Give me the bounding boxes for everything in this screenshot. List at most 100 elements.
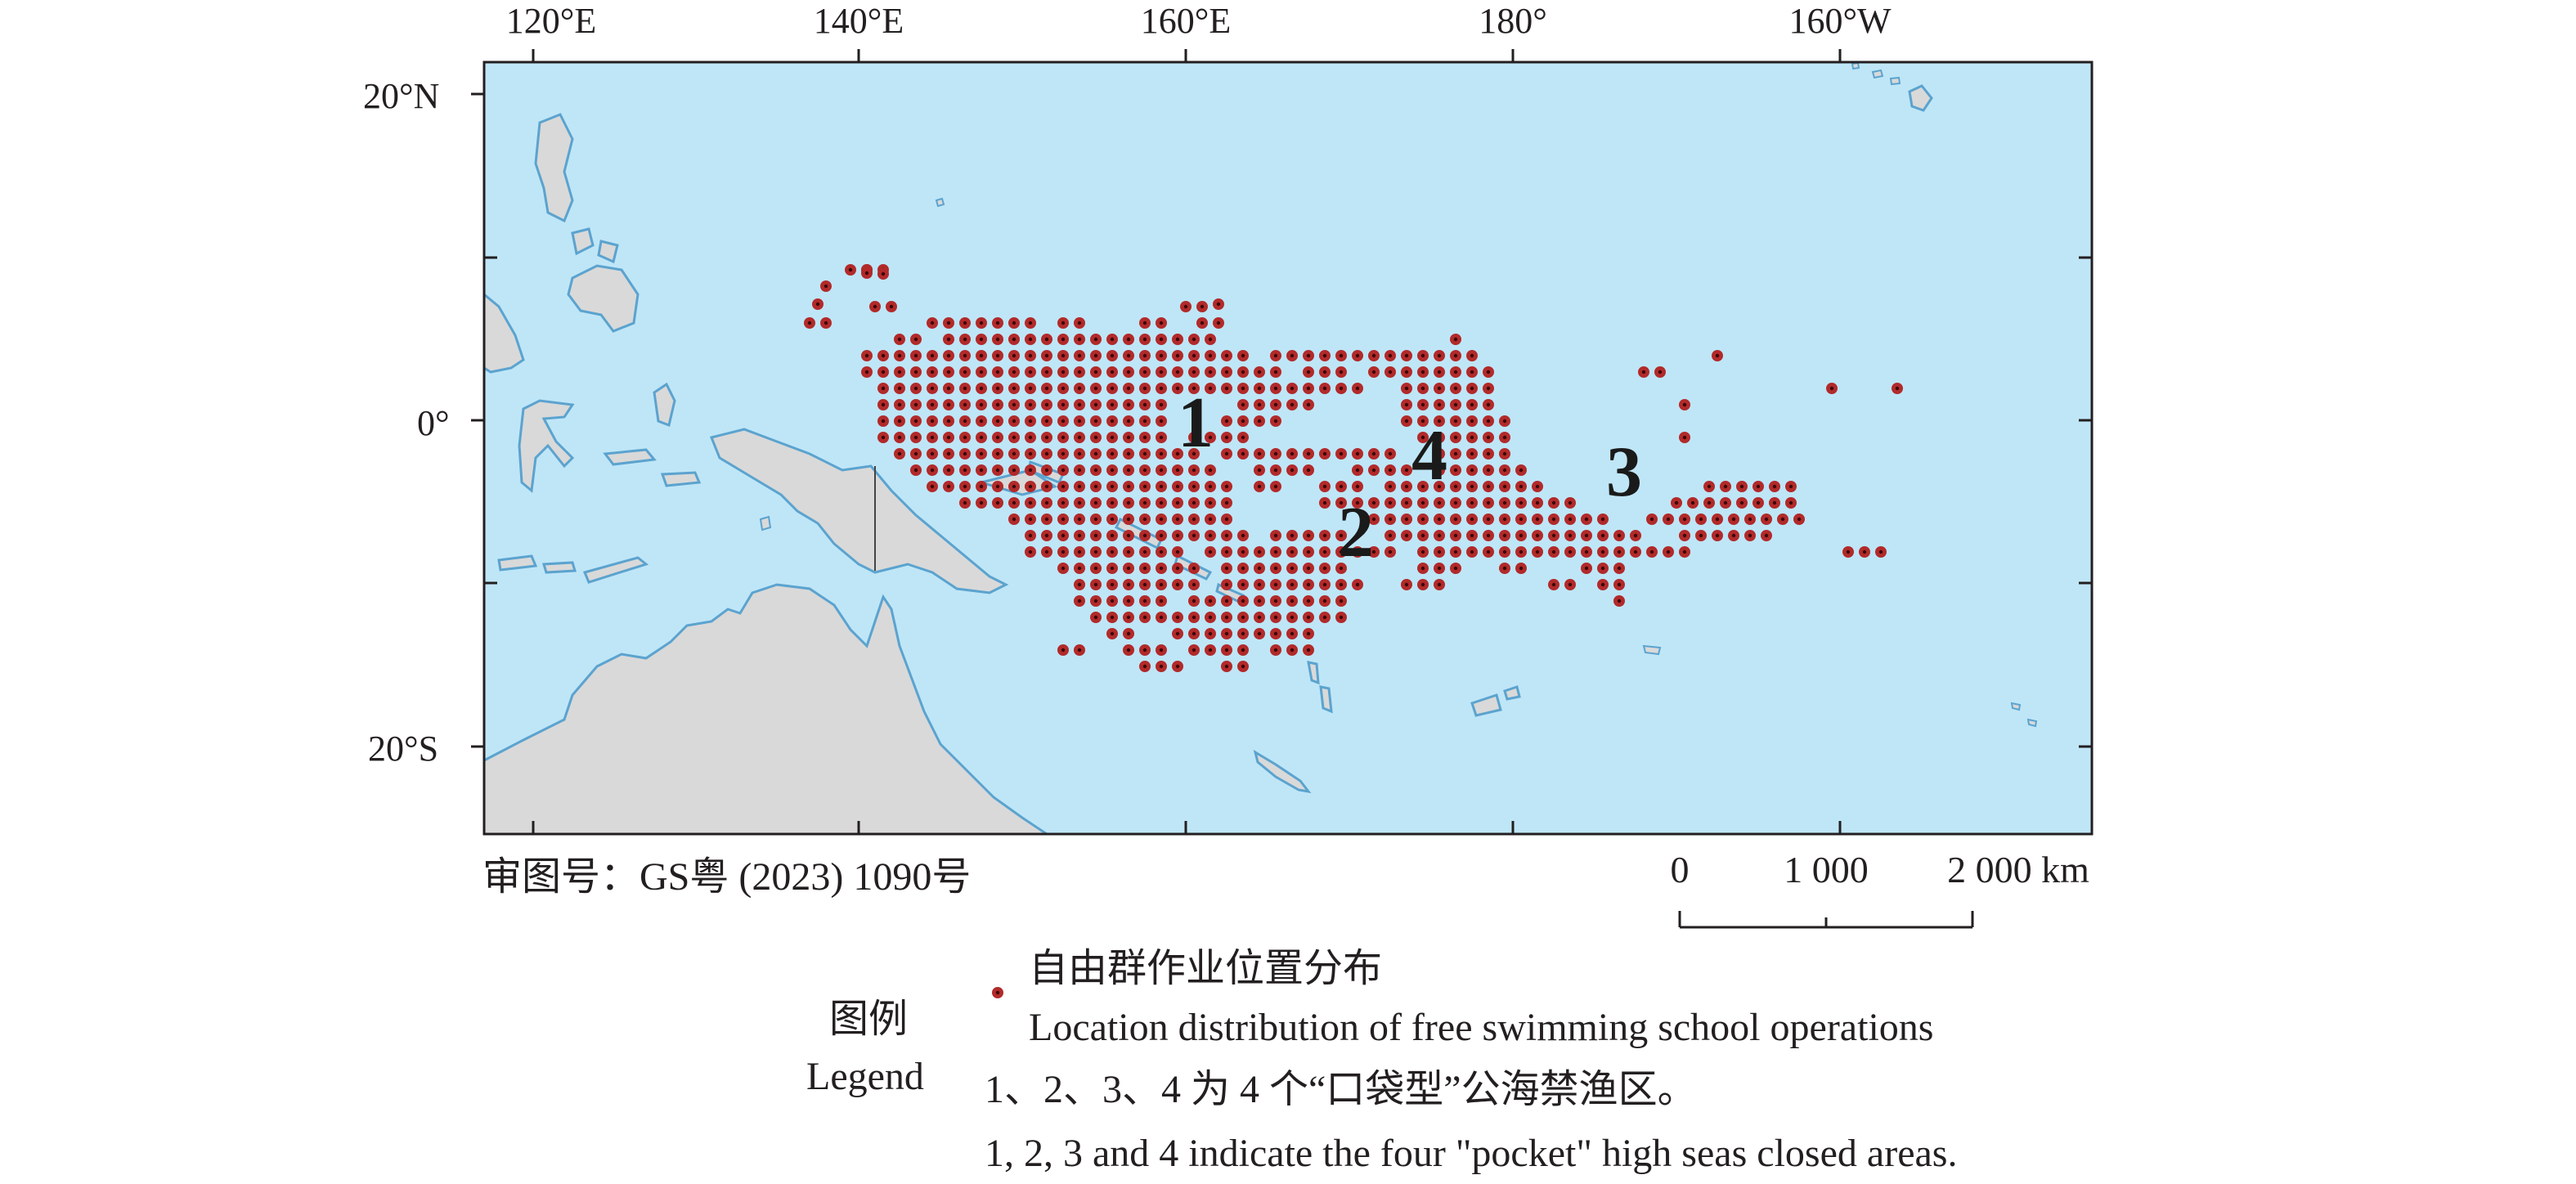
operation-point-center xyxy=(1551,500,1556,505)
operation-point-center xyxy=(1339,549,1344,554)
operation-point-center xyxy=(1241,631,1245,636)
pocket-area-label-1: 1 xyxy=(1178,383,1214,463)
operation-point-center xyxy=(1142,664,1147,669)
operation-point-center xyxy=(1142,468,1147,473)
operation-point-center xyxy=(1404,517,1409,522)
operation-point-center xyxy=(1093,615,1098,620)
operation-point-center xyxy=(1584,566,1589,571)
operation-point-center xyxy=(1208,484,1213,489)
operation-point-center xyxy=(1404,484,1409,489)
operation-point-center xyxy=(1224,549,1229,554)
operation-point-center xyxy=(1028,549,1033,554)
operation-point-center xyxy=(1257,419,1262,424)
operation-point-center xyxy=(1420,549,1425,554)
operation-point-center xyxy=(979,337,984,342)
operation-point-center xyxy=(979,451,984,456)
operation-point-center xyxy=(1519,517,1524,522)
operation-point-center xyxy=(1633,549,1638,554)
operation-point-center xyxy=(1208,468,1213,473)
operation-point-center xyxy=(963,386,967,391)
operation-point-center xyxy=(1241,566,1245,571)
operation-point-center xyxy=(1682,402,1687,407)
operation-point-center xyxy=(1355,549,1360,554)
operation-point-center xyxy=(1290,353,1295,358)
operation-point-center xyxy=(1715,517,1720,522)
operation-point-center xyxy=(1192,631,1196,636)
operation-point-center xyxy=(1404,370,1409,374)
operation-point-center xyxy=(1110,533,1115,538)
operation-point-center xyxy=(1339,500,1344,505)
pocket-area-label-3: 3 xyxy=(1606,433,1642,512)
legend-point-symbol xyxy=(992,987,1003,998)
operation-point-center xyxy=(1437,549,1442,554)
operation-point-center xyxy=(1437,484,1442,489)
operation-point-center xyxy=(1093,599,1098,603)
operation-point-center xyxy=(1159,582,1164,587)
operation-point-center xyxy=(979,402,984,407)
operation-point-center xyxy=(930,402,935,407)
operation-point-center xyxy=(1224,533,1229,538)
legend-areas-note-en: 1, 2, 3 and 4 indicate the four "pocket"… xyxy=(985,1132,1958,1175)
operation-point-center xyxy=(1175,468,1180,473)
operation-point-center xyxy=(1093,549,1098,554)
operation-point-center xyxy=(1126,599,1131,603)
operation-point-center xyxy=(1012,517,1016,522)
operation-point-center xyxy=(881,419,886,424)
operation-point-center xyxy=(1126,500,1131,505)
operation-point-center xyxy=(1077,353,1082,358)
operation-point-center xyxy=(1159,353,1164,358)
operation-point-center xyxy=(1371,468,1376,473)
operation-point-center xyxy=(1739,500,1744,505)
operation-point-center xyxy=(1028,484,1033,489)
operation-point-center xyxy=(1339,533,1344,538)
operation-point-center xyxy=(1126,484,1131,489)
operation-point-center xyxy=(1224,631,1229,636)
operation-point-center xyxy=(1077,370,1082,374)
operation-point-center xyxy=(1306,631,1311,636)
operation-point-center xyxy=(1142,370,1147,374)
operation-point-center xyxy=(1241,435,1245,440)
operation-point-center xyxy=(1028,500,1033,505)
operation-point-center xyxy=(1470,500,1474,505)
operation-point-center xyxy=(946,402,951,407)
operation-point-center xyxy=(1780,517,1785,522)
operation-point-center xyxy=(1470,386,1474,391)
operation-point-center xyxy=(1012,321,1016,325)
operation-point-center xyxy=(1192,517,1196,522)
operation-point-center xyxy=(1028,321,1033,325)
operation-point-center xyxy=(1502,468,1507,473)
operation-point-center xyxy=(1600,533,1605,538)
pocket-area-label-4: 4 xyxy=(1411,416,1447,496)
operation-point-center xyxy=(1241,353,1245,358)
operation-point-center xyxy=(1224,664,1229,669)
operation-point-center xyxy=(1290,402,1295,407)
operation-point-center xyxy=(1093,402,1098,407)
operation-point-center xyxy=(1012,435,1016,440)
operation-point-center xyxy=(1290,549,1295,554)
operation-point-center xyxy=(1061,419,1066,424)
operation-point-center xyxy=(946,353,951,358)
operation-point-center xyxy=(1486,468,1491,473)
operation-point-center xyxy=(1028,533,1033,538)
operation-point-center xyxy=(946,337,951,342)
operation-point-center xyxy=(1028,370,1033,374)
operation-point-center xyxy=(1568,533,1573,538)
operation-point-center xyxy=(1617,582,1622,587)
operation-point-center xyxy=(1388,353,1393,358)
operation-point-center xyxy=(1208,386,1213,391)
operation-point-center xyxy=(1044,451,1049,456)
operation-point-center xyxy=(1257,549,1262,554)
operation-point-center xyxy=(1584,549,1589,554)
operation-point-center xyxy=(1519,484,1524,489)
operation-point-center xyxy=(1159,517,1164,522)
operation-point-center xyxy=(1290,631,1295,636)
operation-point-center xyxy=(1371,451,1376,456)
operation-point-center xyxy=(1110,402,1115,407)
operation-point-center xyxy=(1674,500,1679,505)
operation-point-center xyxy=(1273,353,1278,358)
operation-point-center xyxy=(1208,370,1213,374)
operation-point-center xyxy=(1077,648,1082,653)
operation-point-center xyxy=(1649,549,1654,554)
operation-point-center xyxy=(946,451,951,456)
operation-point-center xyxy=(930,386,935,391)
